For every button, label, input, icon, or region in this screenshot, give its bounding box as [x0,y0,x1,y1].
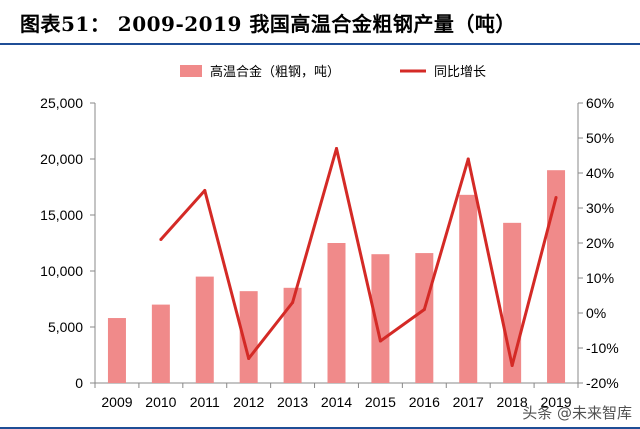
bar [195,276,214,383]
bar [107,318,126,383]
bar [371,254,390,383]
x-tick-label: 2009 [101,394,132,410]
x-tick-label: 2018 [497,394,528,410]
line-point [335,147,338,150]
x-tick-label: 2013 [277,394,308,410]
y-left-tick-label: 10,000 [40,263,83,279]
bar [239,291,258,383]
bar [459,194,478,383]
x-tick-label: 2019 [540,394,571,410]
x-tick-label: 2017 [453,394,484,410]
line-point [554,196,558,199]
y-right-tick-label: 30% [586,200,614,216]
line-point [291,301,295,304]
bar-series [107,170,566,383]
y-right-tick-label: -20% [586,375,619,391]
bottom-divider [0,427,640,429]
y-left-tick-label: 20,000 [40,151,83,167]
chart-title: 图表51： 2009-2019 我国高温合金粗钢产量（吨） [20,12,516,36]
x-tick-label: 2011 [190,394,220,410]
chart-axes: 0 5,000 10,000 15,000 20,000 25,000 -20% -10% 0%… [40,95,619,410]
line-point [203,189,207,192]
growth-line [159,147,558,367]
line-point [378,339,382,343]
title-divider [0,43,640,45]
bar [547,170,566,383]
x-tick-label: 2012 [233,394,264,410]
y-right-tick-label: 0% [586,305,606,321]
line-point [466,157,470,161]
y-right-tick-label: 20% [586,235,614,251]
watermark: 头条 @未来智库 [522,404,632,422]
line-point [510,364,514,367]
y-right-tick-label: 10% [586,270,614,286]
y-right-tick-label: 40% [586,165,614,181]
x-tick-label: 2016 [409,394,440,410]
title-bar: 图表51： 2009-2019 我国高温合金粗钢产量（吨） [0,0,640,44]
bar [151,304,170,383]
legend-swatch-bar [180,65,202,77]
bar [327,243,346,383]
bar [415,253,434,383]
y-left-tick-label: 5,000 [48,319,83,335]
y-left-tick-label: 25,000 [40,95,83,111]
x-tick-label: 2015 [365,394,396,410]
legend-label-line: 同比增长 [434,65,486,80]
chart-legend: 高温合金（粗钢，吨） 同比增长 [180,64,486,80]
x-tick-label: 2010 [145,394,176,410]
y-left-tick-label: 15,000 [40,207,83,223]
legend-label-bar: 高温合金（粗钢，吨） [210,64,340,80]
bar [283,287,302,383]
line-point [159,238,163,241]
line-series [159,147,558,367]
line-point [422,308,426,311]
y-left-tick-label: 0 [75,375,83,391]
x-tick-label: 2014 [321,394,352,410]
y-right-tick-label: 50% [586,130,614,146]
y-right-tick-label: -10% [586,340,619,356]
line-point [247,357,251,360]
y-right-tick-label: 60% [586,95,614,111]
